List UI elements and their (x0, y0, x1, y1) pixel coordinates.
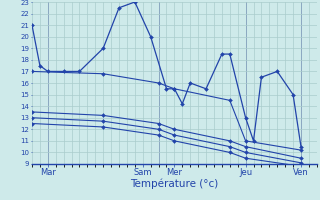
X-axis label: Température (°c): Température (°c) (130, 179, 219, 189)
